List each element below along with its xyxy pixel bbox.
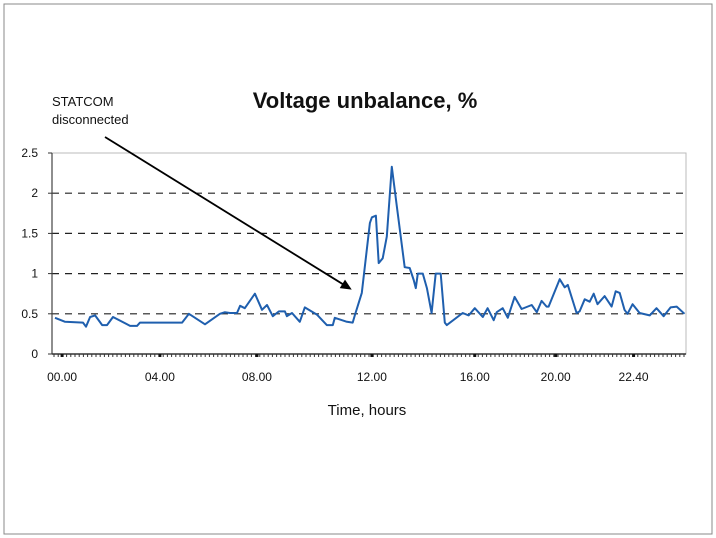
x-axis-label: Time, hours (328, 402, 407, 419)
x-tick-label: 16.00 (460, 370, 490, 384)
y-tick-label: 0.5 (21, 307, 38, 321)
x-tick-mark (158, 354, 162, 357)
y-tick-label: 1.5 (21, 226, 38, 240)
x-tick-mark (473, 354, 477, 357)
x-tick-mark (370, 354, 374, 357)
x-tick-label: 04.00 (145, 370, 175, 384)
x-tick-label: 00.00 (47, 370, 77, 384)
x-tick-label: 20.00 (541, 370, 571, 384)
y-tick-label: 1 (31, 267, 38, 281)
annotation-arrow (104, 136, 349, 288)
x-tick-label: 22.40 (619, 370, 649, 384)
y-tick-label: 2 (31, 186, 38, 200)
series-line (54, 165, 686, 328)
y-tick-label: 2.5 (21, 146, 38, 160)
arrowhead-icon (339, 279, 352, 290)
x-tick-label: 12.00 (357, 370, 387, 384)
plot-area-frame (51, 152, 687, 355)
y-tick-label: 0 (31, 347, 38, 361)
x-tick-mark (60, 354, 64, 357)
annotation-line1: STATCOM (52, 94, 114, 109)
figure-frame (3, 3, 713, 535)
x-tick-mark (632, 354, 636, 357)
x-tick-mark (554, 354, 558, 357)
chart-title: Voltage unbalance, % (253, 88, 478, 113)
annotation-line2: disconnected (52, 112, 129, 127)
x-tick-label: 08.00 (242, 370, 272, 384)
x-tick-mark (255, 354, 259, 357)
